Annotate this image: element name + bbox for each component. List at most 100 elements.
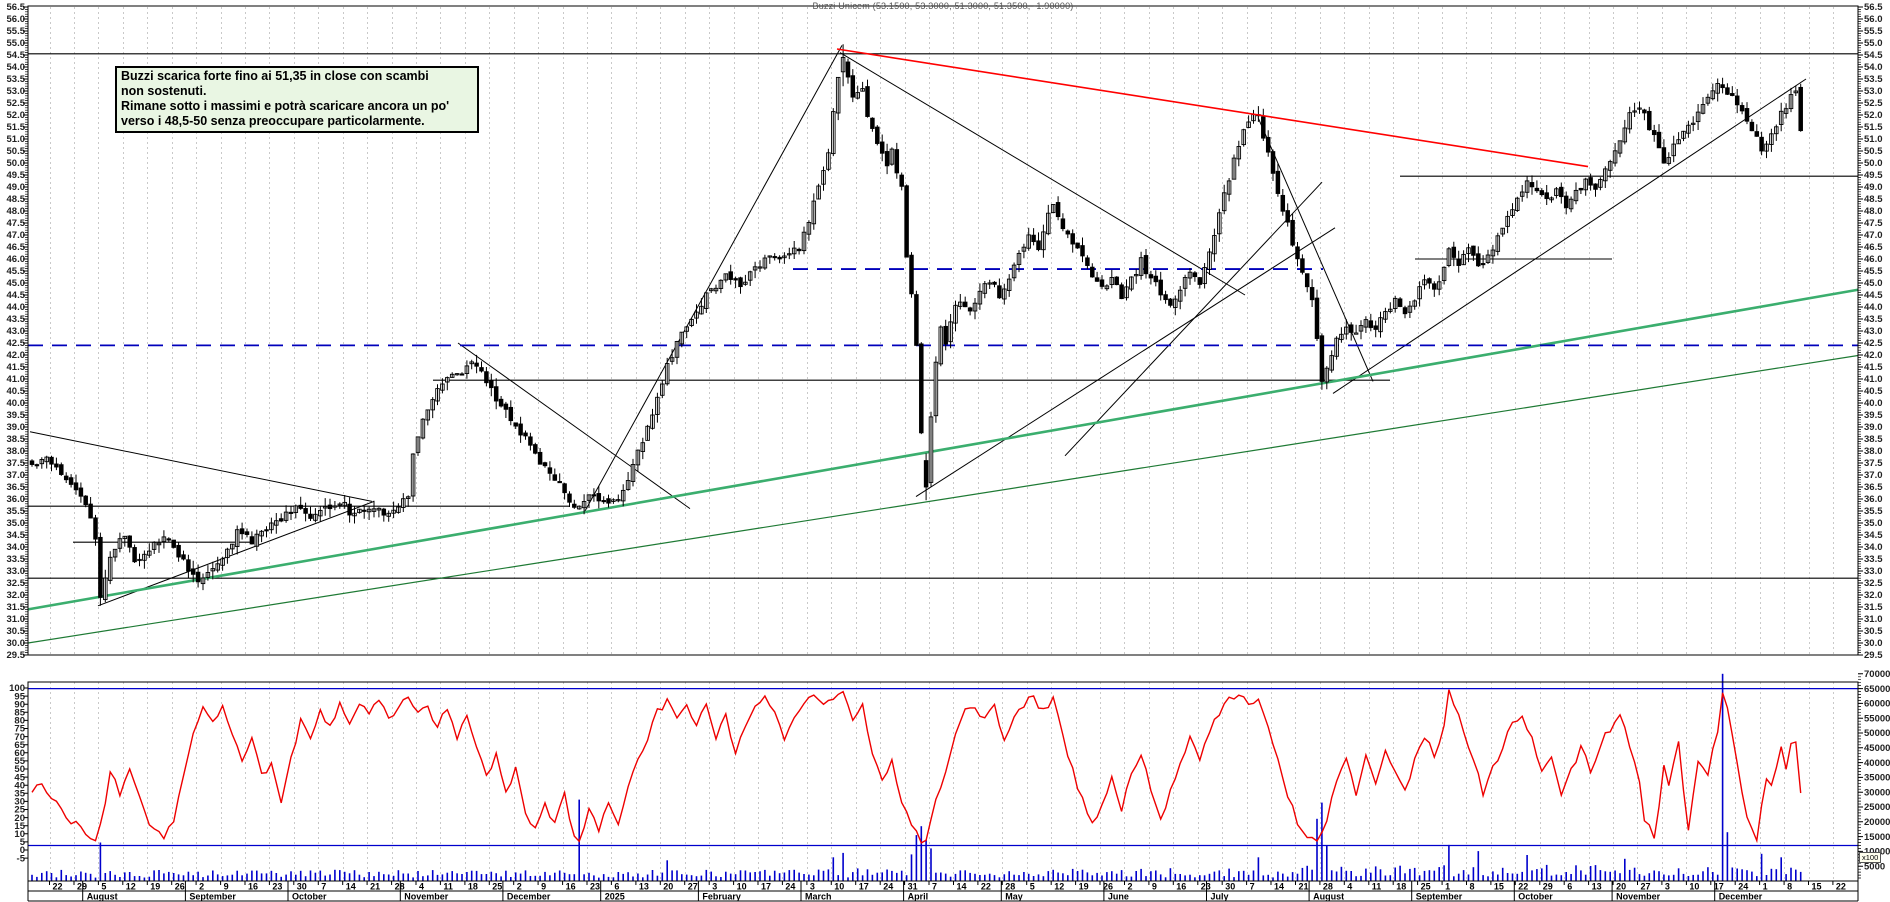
volume-bar xyxy=(1286,876,1289,881)
volume-bar xyxy=(1545,864,1548,881)
volume-bar xyxy=(1687,876,1690,881)
volume-bar xyxy=(1472,867,1475,881)
volume-bar xyxy=(1326,845,1328,881)
volume-bar xyxy=(1355,876,1357,881)
price-axis-label-left: 31.5 xyxy=(7,602,26,613)
volume-bar xyxy=(729,873,732,881)
volume-bar xyxy=(715,876,717,881)
oscillator-axis-label: 80 xyxy=(14,716,25,727)
week-number-label: 14 xyxy=(1274,882,1284,892)
week-number-label: 5 xyxy=(1030,882,1035,892)
price-axis-label-right: 44.5 xyxy=(1864,290,1883,301)
trend-line[interactable] xyxy=(29,431,373,502)
volume-bar xyxy=(1570,874,1572,881)
price-axis-label-left: 51.0 xyxy=(7,134,26,145)
volume-axis-label: 15000 xyxy=(1864,832,1890,843)
trend-line[interactable] xyxy=(915,227,1336,498)
trend-line[interactable] xyxy=(1332,78,1807,394)
week-number-label: 9 xyxy=(1152,882,1157,892)
price-axis-label-right: 40.5 xyxy=(1864,386,1883,397)
volume-bar xyxy=(964,870,966,881)
price-axis-label-right: 42.0 xyxy=(1864,350,1883,361)
volume-bar xyxy=(959,870,962,881)
price-axis-label-left: 48.5 xyxy=(7,194,26,205)
volume-bar xyxy=(1076,871,1079,881)
annotation-box[interactable]: Buzzi scarica forte fino ai 51,35 in clo… xyxy=(115,66,479,133)
trend-line[interactable] xyxy=(584,45,843,512)
price-axis-label-left: 45.5 xyxy=(7,266,26,277)
volume-bar xyxy=(55,877,58,881)
week-number-label: 1 xyxy=(1445,882,1450,892)
volume-bar xyxy=(1555,874,1558,881)
volume-bar xyxy=(1614,870,1616,881)
week-number-label: 23 xyxy=(272,882,282,892)
price-axis-label-left: 55.5 xyxy=(7,26,26,37)
price-axis-label-left: 50.0 xyxy=(7,158,26,169)
volume-bar xyxy=(974,873,976,881)
volume-bar xyxy=(915,835,918,881)
volume-bar xyxy=(1238,871,1240,881)
volume-bar xyxy=(1462,870,1465,881)
oscillator-axis-label: 15 xyxy=(14,821,25,832)
volume-bar xyxy=(246,873,248,881)
volume-bar xyxy=(554,872,556,881)
volume-bar xyxy=(778,873,781,881)
week-number-label: 14 xyxy=(346,882,356,892)
volume-bar xyxy=(1404,873,1406,881)
week-number-label: 14 xyxy=(957,882,967,892)
volume-axis-label: 70000 xyxy=(1864,669,1890,680)
week-number-label: 13 xyxy=(1592,882,1602,892)
volume-bar xyxy=(109,871,111,881)
volume-bar xyxy=(348,873,351,881)
volume-bar xyxy=(1213,871,1216,881)
volume-bar xyxy=(1301,867,1304,881)
price-axis-label-left: 32.5 xyxy=(7,578,26,589)
green-trend-line[interactable] xyxy=(27,288,1859,611)
price-axis-label-right: 56.5 xyxy=(1864,2,1883,13)
volume-bar xyxy=(1477,851,1480,881)
red-trend-line[interactable] xyxy=(836,48,1589,168)
volume-bar xyxy=(1565,872,1567,881)
price-axis-label-left: 49.5 xyxy=(7,170,26,181)
oscillator-axis-label: -5 xyxy=(17,853,26,864)
week-number-label: 22 xyxy=(981,882,991,892)
volume-bar xyxy=(1345,870,1348,881)
volume-axis-label: 20000 xyxy=(1864,817,1890,828)
price-axis-label-left: 55.0 xyxy=(7,38,26,49)
volume-bar xyxy=(1115,873,1118,881)
trend-line[interactable] xyxy=(1257,117,1374,382)
volume-bar xyxy=(1111,871,1113,881)
price-axis-label-right: 52.0 xyxy=(1864,110,1883,121)
volume-bar xyxy=(1423,870,1426,881)
price-axis-label-right: 46.0 xyxy=(1864,254,1883,265)
volume-bar xyxy=(128,872,131,881)
price-axis-label-right: 38.5 xyxy=(1864,434,1883,445)
volume-bar xyxy=(549,875,551,881)
volume-bar xyxy=(539,875,541,881)
volume-bar xyxy=(1467,874,1470,881)
price-axis-label-right: 37.5 xyxy=(1864,458,1883,469)
green-trend-line[interactable] xyxy=(27,354,1859,644)
volume-bar xyxy=(402,873,405,881)
volume-bar xyxy=(940,872,942,881)
volume-bar xyxy=(368,872,370,881)
volume-bar xyxy=(1125,876,1128,881)
volume-bar xyxy=(1135,871,1137,881)
price-axis-label-left: 45.0 xyxy=(7,278,26,289)
volume-bar xyxy=(612,877,615,881)
volume-bar xyxy=(295,874,297,881)
week-number-label: 10 xyxy=(737,882,747,892)
trend-line[interactable] xyxy=(1064,181,1323,457)
volume-bar xyxy=(1760,853,1763,881)
price-axis-label-right: 39.5 xyxy=(1864,410,1883,421)
price-axis-label-left: 52.0 xyxy=(7,110,26,121)
volume-bar xyxy=(427,875,429,881)
volume-bar xyxy=(451,871,453,881)
volume-bar xyxy=(1580,870,1582,881)
price-axis-label-right: 51.0 xyxy=(1864,134,1883,145)
week-number-label: 11 xyxy=(1372,882,1382,892)
trend-line[interactable] xyxy=(457,342,691,510)
trend-line[interactable] xyxy=(839,52,1246,296)
volume-bar xyxy=(505,870,507,881)
volume-bar xyxy=(1203,875,1206,881)
